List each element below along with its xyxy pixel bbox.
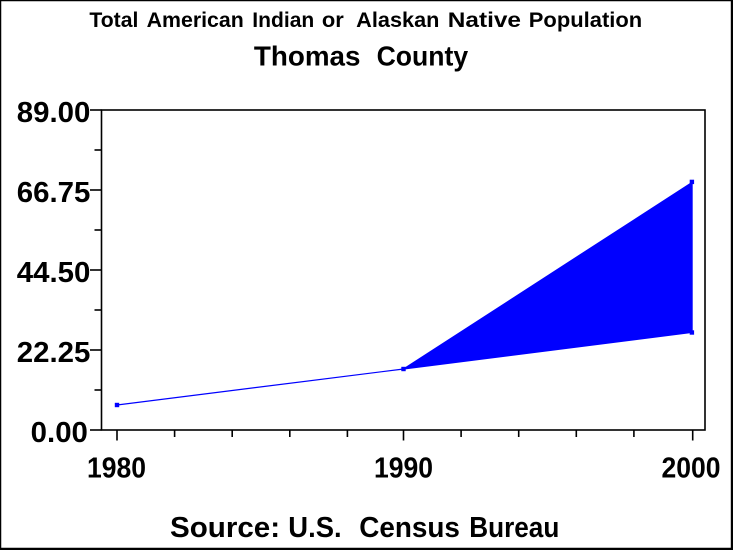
svg-text:U.S.: U.S. (288, 512, 341, 544)
svg-text:American: American (147, 9, 244, 32)
svg-text:89.00: 89.00 (17, 97, 91, 129)
svg-text:Alaskan: Alaskan (356, 9, 439, 32)
svg-text:or: or (322, 9, 344, 32)
svg-text:0.00: 0.00 (31, 417, 88, 449)
svg-text:Source:: Source: (170, 512, 280, 544)
svg-text:Population: Population (529, 9, 642, 32)
svg-text:Bureau: Bureau (469, 512, 559, 544)
svg-text:1990: 1990 (374, 452, 433, 484)
svg-text:22.25: 22.25 (17, 337, 91, 369)
svg-text:2000: 2000 (662, 452, 721, 484)
svg-text:County: County (377, 40, 469, 72)
svg-text:66.75: 66.75 (17, 177, 91, 209)
svg-text:1980: 1980 (87, 452, 146, 484)
svg-text:Native: Native (448, 9, 521, 32)
svg-text:44.50: 44.50 (17, 257, 91, 289)
svg-text:Census: Census (359, 512, 460, 544)
svg-text:Total: Total (89, 9, 138, 32)
svg-text:Thomas: Thomas (254, 40, 361, 72)
svg-text:Indian: Indian (252, 9, 314, 32)
